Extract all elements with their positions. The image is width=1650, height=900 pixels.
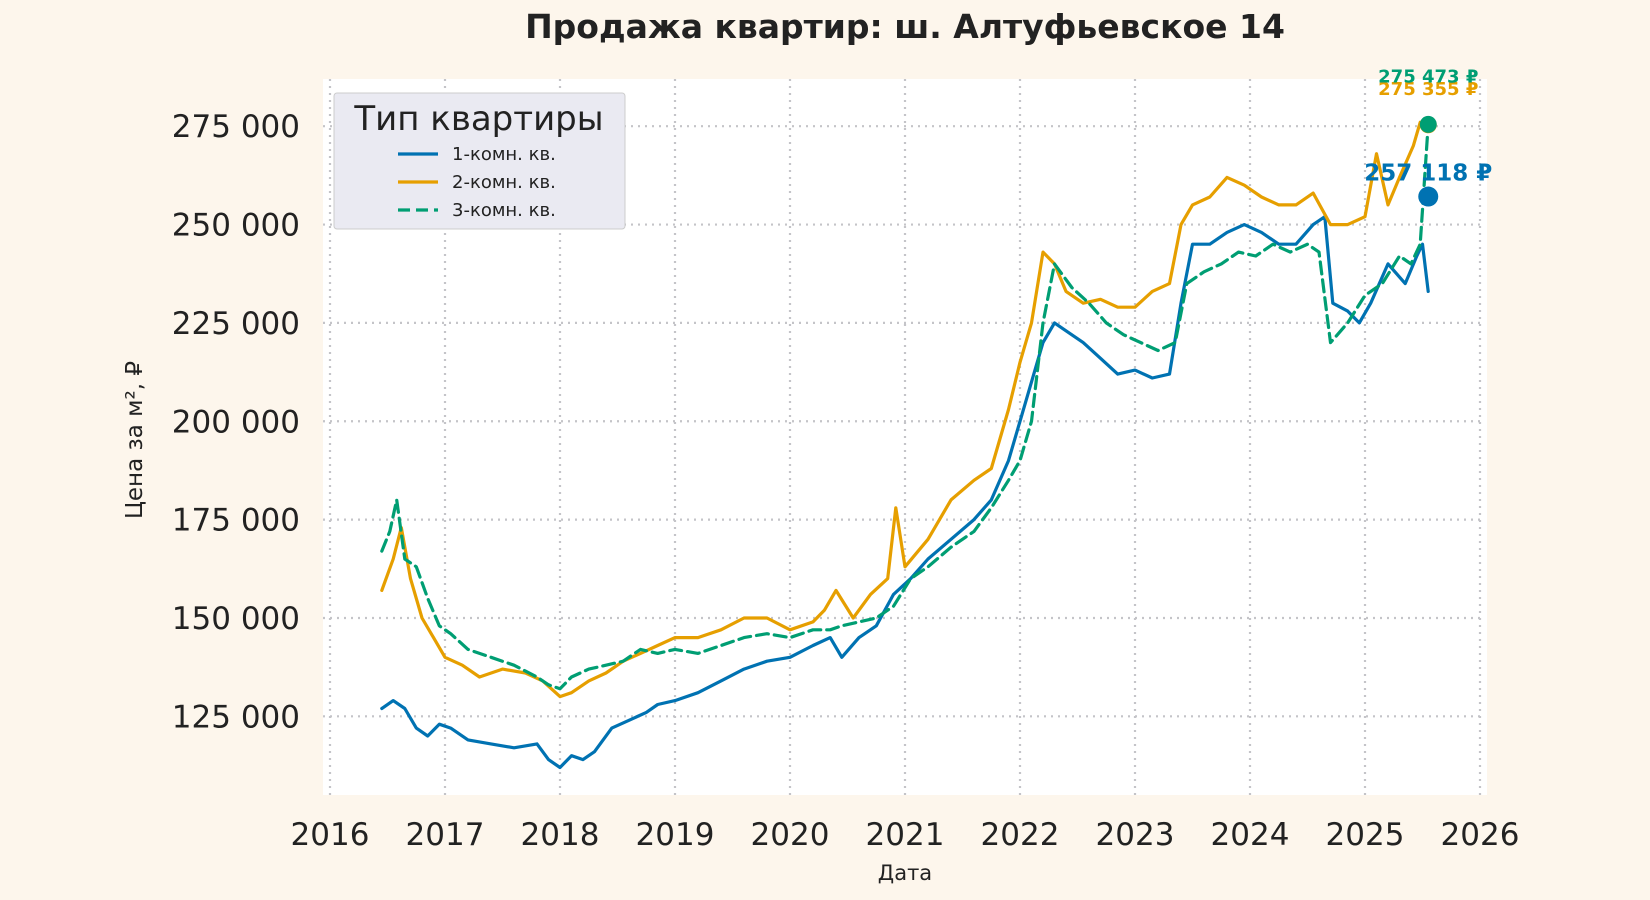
annotation-dot [1418,186,1439,207]
annotation-dot [1419,115,1437,133]
x-axis-label: Дата [878,861,932,885]
x-tick-label: 2020 [751,817,830,853]
series-layer [380,120,1430,770]
legend: Тип квартиры 1-комн. кв. 2-комн. кв. 3-ком… [333,92,626,230]
x-axis: 2016 2017 2018 2019 2020 2021 2022 2023 2024 2025… [291,817,1520,853]
chart-title: Продажа квартир: ш. Алтуфьевское 14 [525,7,1285,46]
y-tick-label: 150 000 [172,601,300,637]
x-tick-label: 2023 [1096,817,1175,853]
y-axis-label: Цена за м², ₽ [122,361,148,519]
x-tick-label: 2025 [1326,817,1405,853]
y-tick-label: 125 000 [172,699,300,735]
x-tick-label: 2019 [636,817,715,853]
y-tick-label: 200 000 [172,404,300,440]
legend-label: 1-комн. кв. [452,144,556,165]
legend-label: 3-комн. кв. [452,200,556,221]
x-tick-label: 2017 [406,817,485,853]
y-tick-label: 250 000 [172,208,300,244]
series-line-3 [380,122,1430,691]
x-tick-label: 2024 [1211,817,1290,853]
grid [323,79,1482,795]
legend-box [333,92,626,230]
legend-label: 2-комн. кв. [452,172,556,193]
x-tick-label: 2026 [1441,817,1520,853]
x-tick-label: 2021 [866,817,945,853]
x-tick-label: 2016 [291,817,370,853]
x-tick-label: 2018 [521,817,600,853]
annotation-label: 275 355 ₽ [1378,79,1478,100]
x-tick-label: 2022 [981,817,1060,853]
y-tick-label: 275 000 [172,109,300,145]
series-line-1 [380,215,1430,770]
legend-title: Тип квартиры [353,99,603,139]
annotation-layer: 257 118 ₽ 275 355 ₽275 473 ₽ [1364,66,1492,207]
y-tick-label: 175 000 [172,503,300,539]
y-axis: 125 000 150 000 175 000 200 000 225 000 250 0… [172,109,300,735]
annotation-label: 257 118 ₽ [1364,161,1492,187]
y-tick-label: 225 000 [172,306,300,342]
annotation-label: 275 473 ₽ [1378,66,1478,87]
